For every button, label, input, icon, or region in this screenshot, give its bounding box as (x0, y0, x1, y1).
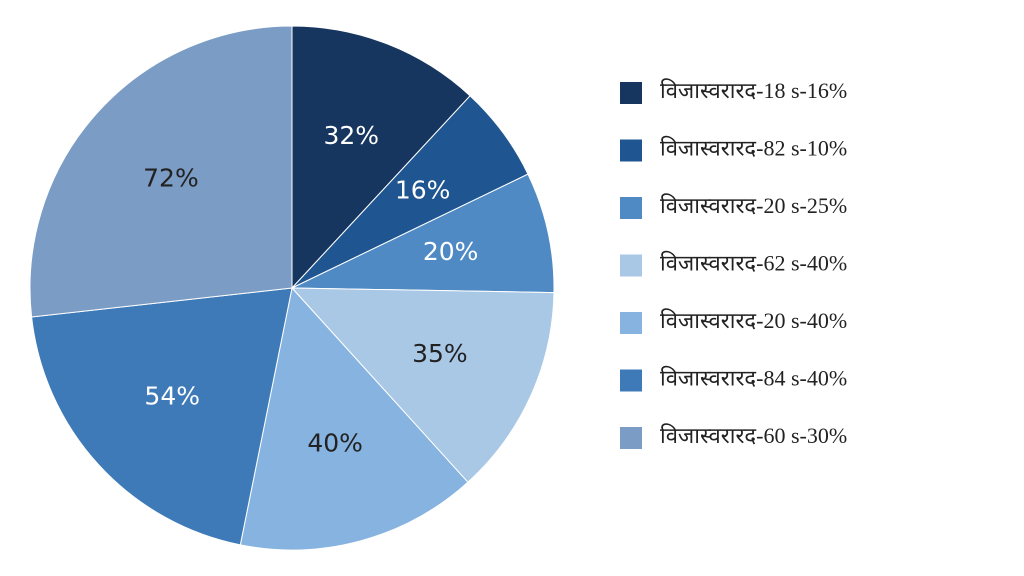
pie-slice (239, 286, 469, 551)
legend-swatch (620, 139, 642, 162)
legend-swatch (620, 369, 642, 392)
slice-label: 20% (423, 237, 479, 266)
legend-label: विजास्वरारद-60 s-30% (660, 423, 847, 448)
slice-label: 72% (143, 164, 199, 193)
legend-swatch (620, 82, 642, 104)
pie-slice (291, 173, 555, 294)
pie-slice (31, 287, 293, 546)
slice-label: 40% (307, 429, 363, 458)
slice-label: 32% (324, 121, 380, 150)
pie-slice (290, 287, 555, 483)
pie-slice (29, 25, 293, 318)
slice-label: 35% (412, 339, 468, 368)
legend-label: विजास्वरारद-18 s-16% (660, 78, 847, 103)
legend-label: विजास्वरारद-82 s-10% (660, 136, 847, 161)
legend-swatch (620, 197, 642, 219)
legend-swatch (620, 427, 642, 449)
legend-label: विजास्वरारद-20 s-25% (660, 193, 847, 218)
slice-label: 54% (144, 382, 200, 411)
pie-slice (291, 25, 471, 290)
legend-label: विजास्वरारद-62 s-40% (660, 251, 847, 276)
legend-swatch (620, 312, 642, 334)
legend-label: विजास्वरारद-84 s-40% (660, 366, 847, 391)
slice-label: 16% (395, 175, 451, 204)
legend-label: विजास्वरारद-20 s-40% (660, 308, 847, 333)
legend-swatch (620, 254, 642, 277)
